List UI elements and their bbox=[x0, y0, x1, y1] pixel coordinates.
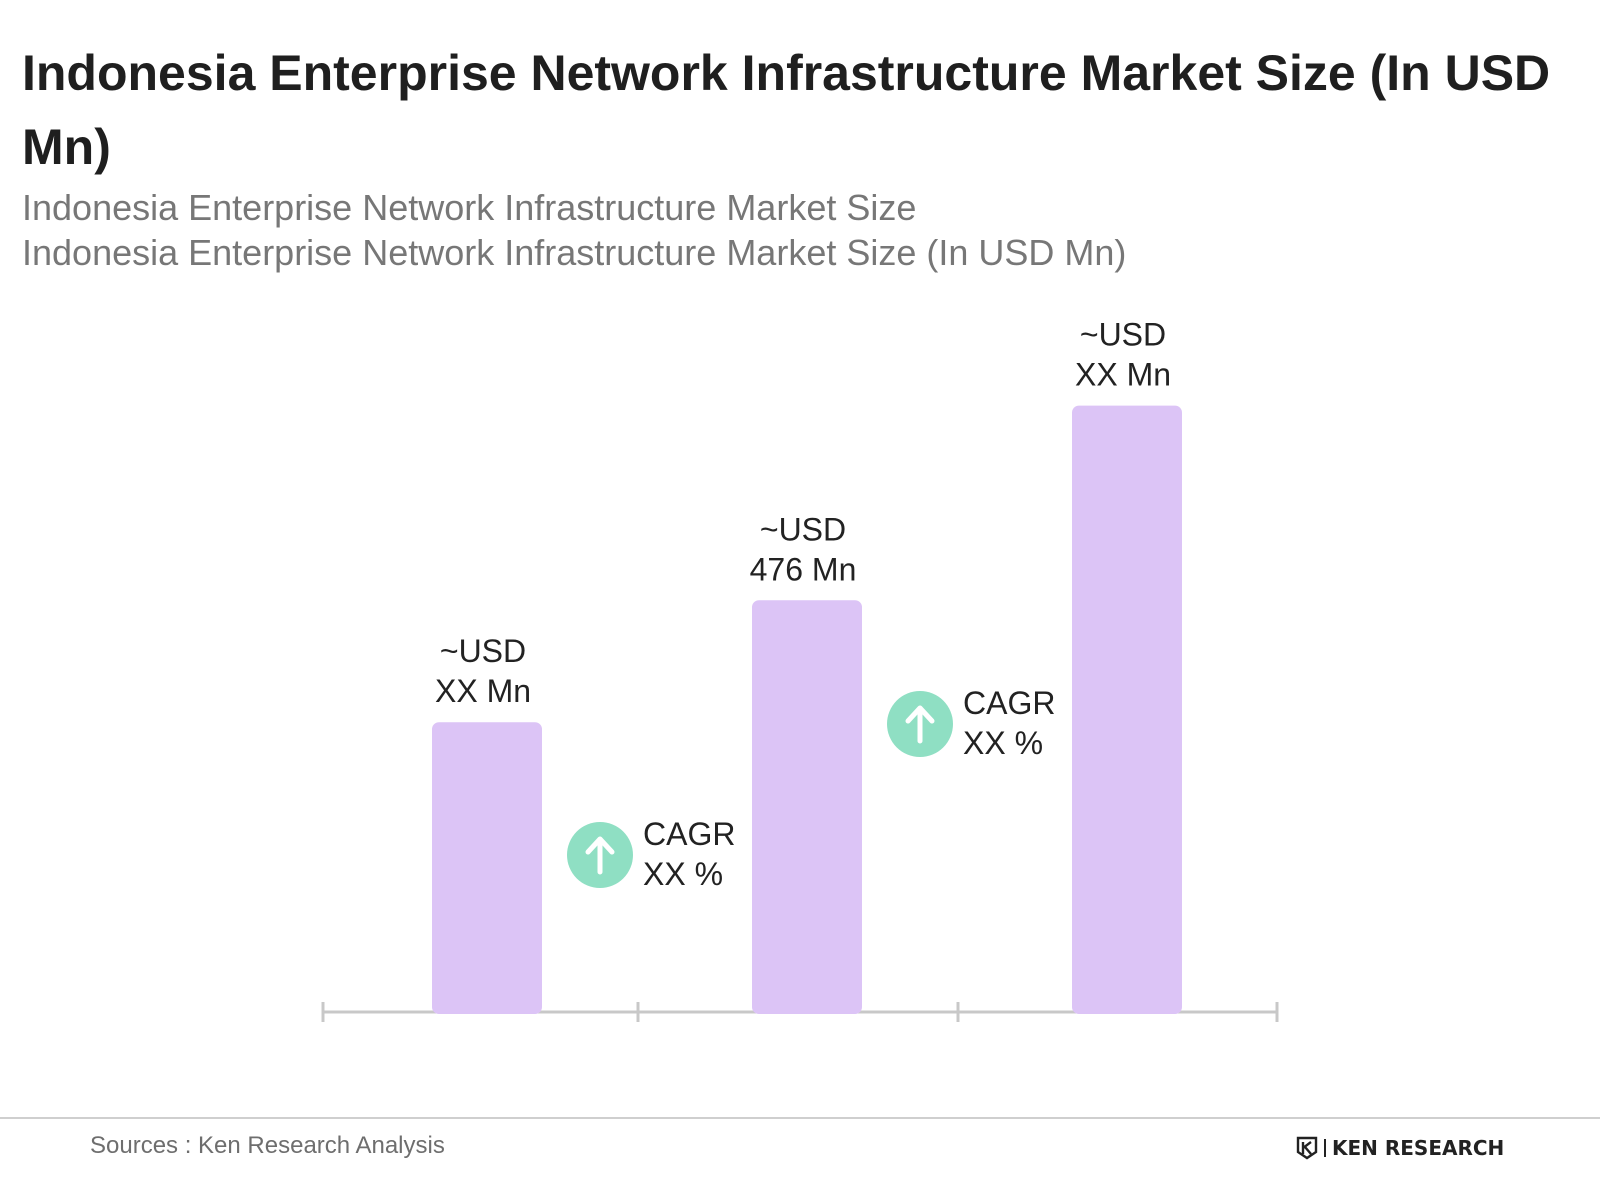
brand-separator bbox=[1324, 1139, 1326, 1157]
bar-value-label: ~USD bbox=[440, 633, 526, 669]
brand-logo[interactable]: KEN RESEARCH bbox=[1296, 1136, 1504, 1160]
cagr-label: CAGR bbox=[643, 816, 735, 852]
bar-value-label: ~USD bbox=[1080, 317, 1166, 353]
chart-subtitle: Indonesia Enterprise Network Infrastruct… bbox=[22, 187, 917, 228]
bar bbox=[432, 722, 542, 1014]
cagr-label: XX % bbox=[643, 856, 723, 892]
bar-value-label: ~USD bbox=[760, 511, 846, 547]
chart-title: Indonesia Enterprise Network Infrastruct… bbox=[22, 45, 1551, 175]
footer-divider bbox=[0, 1117, 1600, 1119]
cagr-label: XX % bbox=[963, 725, 1043, 761]
bar bbox=[1072, 405, 1182, 1014]
arrow-up-icon bbox=[585, 836, 615, 875]
source-note: Sources : Ken Research Analysis bbox=[90, 1132, 445, 1159]
arrow-up-icon bbox=[905, 705, 935, 744]
bar bbox=[752, 600, 862, 1014]
bar-value-label: XX Mn bbox=[435, 673, 531, 709]
bar-value-label: 476 Mn bbox=[750, 551, 857, 587]
brand-name: KEN RESEARCH bbox=[1332, 1136, 1505, 1160]
chart-subtitle-secondary: Indonesia Enterprise Network Infrastruct… bbox=[22, 232, 1127, 273]
ken-research-logo-icon bbox=[1296, 1136, 1318, 1160]
cagr-label: CAGR bbox=[963, 685, 1055, 721]
bar-value-label: XX Mn bbox=[1075, 357, 1171, 393]
bar-chart: ~USD XX Mn ~USD 476 Mn ~USD XX Mn CAGR XX % CAGR… bbox=[321, 317, 1279, 1022]
